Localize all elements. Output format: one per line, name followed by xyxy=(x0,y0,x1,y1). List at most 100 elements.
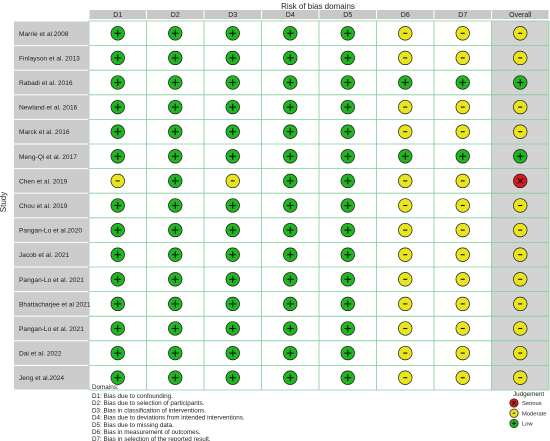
domain-header-label: D3 xyxy=(228,12,237,19)
study-label: Finlayson et al. 2013 xyxy=(19,55,80,62)
judgement-low-mark xyxy=(225,149,240,164)
domain-header-cell xyxy=(89,10,146,19)
judgement-low-mark xyxy=(225,198,240,213)
domain-header-cell xyxy=(434,10,491,19)
judgement-moderate-mark xyxy=(513,247,528,262)
study-label-cell xyxy=(14,218,89,242)
study-label-cell xyxy=(14,169,89,193)
study-label-cell xyxy=(14,365,89,390)
study-label: Dai et al. 2022 xyxy=(19,351,62,358)
judgement-low-mark xyxy=(168,272,183,287)
judgement-low-mark xyxy=(110,222,125,238)
judgement-legend-label: Serious xyxy=(522,401,542,407)
judgement-low-mark xyxy=(168,296,183,312)
study-label: Jacob et al. 2021 xyxy=(19,252,70,259)
study-label-cell xyxy=(14,193,89,218)
judgement-low-mark xyxy=(340,321,355,336)
judgement-moderate-mark xyxy=(455,296,470,312)
judgement-low-mark xyxy=(110,345,125,361)
judgement-low-mark xyxy=(110,321,125,336)
judgement-low-mark xyxy=(225,222,240,238)
judgement-low-mark xyxy=(340,99,355,115)
judgement-low-mark xyxy=(168,198,183,213)
domain-header-cell xyxy=(262,10,319,19)
domains-legend: Domains: D1: Bias due to confounding.D2:… xyxy=(92,384,245,441)
chart-title: Risk of bias domains xyxy=(281,2,355,11)
judgement-low-mark xyxy=(225,124,240,139)
judgement-low-mark xyxy=(283,247,298,262)
judgement-low-mark xyxy=(513,75,528,90)
judgement-legend-title: Judgement xyxy=(513,391,544,398)
domain-description: D4: Bias due to deviations from intended… xyxy=(92,415,245,422)
judgement-low-mark xyxy=(340,173,355,189)
cross-symbol-b xyxy=(517,177,524,185)
judgement-low-mark xyxy=(225,75,240,90)
judgement-moderate-mark xyxy=(398,222,413,238)
judgement-moderate-mark xyxy=(513,26,528,41)
judgement-moderate-mark xyxy=(455,321,470,336)
domain-description: D3: Bias in classification of interventi… xyxy=(92,407,206,414)
judgement-low-mark xyxy=(110,124,125,139)
judgement-moderate-mark xyxy=(513,124,528,139)
judgement-low-mark xyxy=(225,370,240,385)
judgement-low-mark xyxy=(225,26,240,41)
study-label-cell xyxy=(14,267,89,292)
judgement-low-mark xyxy=(168,345,183,361)
judgement-low-mark xyxy=(225,99,240,115)
judgement-moderate-mark xyxy=(398,370,413,385)
study-label: Marrie et al.2008 xyxy=(19,31,69,38)
judgement-moderate-mark xyxy=(513,198,528,213)
judgement-moderate-mark xyxy=(513,345,528,361)
judgement-low-mark xyxy=(283,272,298,287)
judgement-low-mark xyxy=(110,296,125,312)
domain-header-label: D5 xyxy=(343,12,352,19)
study-label-cell xyxy=(14,21,89,46)
judgement-low-mark xyxy=(283,75,298,90)
judgement-moderate-mark xyxy=(513,370,528,385)
judgement-low-mark xyxy=(340,296,355,312)
judgement-low-mark xyxy=(340,370,355,385)
judgement-low-mark xyxy=(110,149,125,164)
domain-header-label: D1 xyxy=(113,12,122,19)
judgement-low-mark xyxy=(168,149,183,164)
judgement-low-mark xyxy=(398,149,413,164)
domain-header-cell xyxy=(377,10,434,19)
judgement-low-mark xyxy=(225,345,240,361)
judgement-moderate-mark xyxy=(513,321,528,336)
study-label-cell xyxy=(14,144,89,169)
domain-header-label: D6 xyxy=(401,12,410,19)
judgement-low-mark xyxy=(110,99,125,115)
judgement-low-mark xyxy=(225,50,240,66)
judgement-low-mark xyxy=(283,149,298,164)
judgement-low-mark xyxy=(340,222,355,238)
judgement-moderate-mark xyxy=(455,124,470,139)
domain-header-cell xyxy=(492,10,549,19)
study-label-cell xyxy=(14,46,89,70)
judgement-low-mark xyxy=(168,26,183,41)
judgement-low-mark xyxy=(283,173,298,189)
judgement-low-mark xyxy=(283,321,298,336)
judgement-serious-legend-mark xyxy=(509,398,519,408)
domain-header-label: D7 xyxy=(458,12,467,19)
domains-legend-title: Domains: xyxy=(92,384,119,391)
study-label: Pangan-Lo et al. 2021 xyxy=(19,277,84,284)
study-label: Marck et al. 2016 xyxy=(19,129,70,136)
domain-description: D5: Bias due to missing data. xyxy=(92,422,174,429)
judgement-moderate-mark xyxy=(225,173,240,189)
judgement-low-mark xyxy=(340,124,355,139)
judgement-low-mark xyxy=(455,75,470,90)
study-label: Jeng et al.2024 xyxy=(19,375,64,382)
judgement-moderate-mark xyxy=(455,198,470,213)
judgement-low-mark xyxy=(110,247,125,262)
judgement-low-mark xyxy=(398,75,413,90)
judgement-moderate-mark xyxy=(455,345,470,361)
judgement-low-mark xyxy=(110,370,125,385)
judgement-low-mark xyxy=(225,321,240,336)
judgement-moderate-mark xyxy=(513,50,528,66)
study-label: Meng-Qi et al. 2017 xyxy=(19,154,77,161)
judgement-moderate-mark xyxy=(398,345,413,361)
judgement-moderate-mark xyxy=(513,99,528,115)
judgement-low-mark xyxy=(168,370,183,385)
